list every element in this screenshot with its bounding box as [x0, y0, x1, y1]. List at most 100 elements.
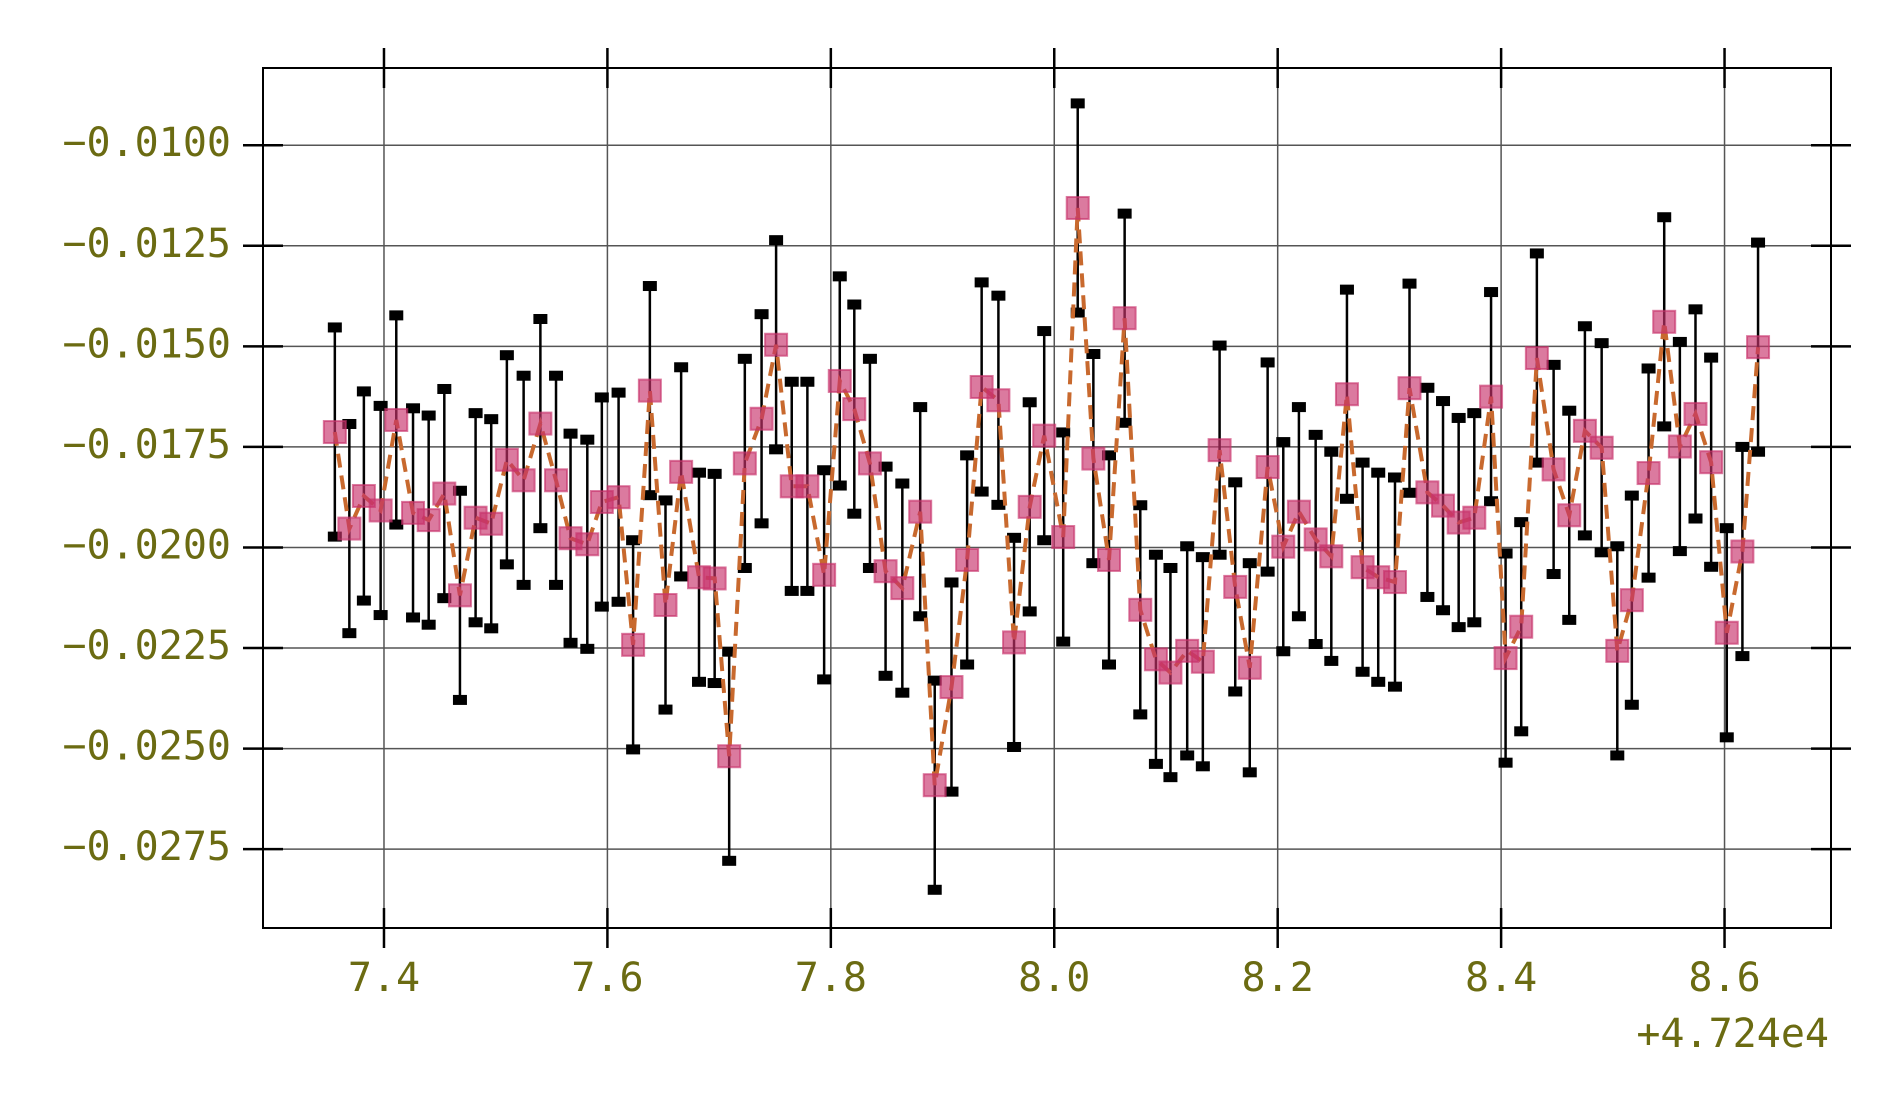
error-cap	[594, 392, 609, 403]
error-cap	[1387, 472, 1402, 483]
error-cap	[974, 486, 989, 497]
error-cap	[1037, 326, 1052, 337]
error-cap	[1529, 457, 1544, 468]
data-point	[637, 378, 662, 403]
data-point	[908, 499, 933, 524]
data-point	[922, 773, 947, 798]
error-cap	[960, 450, 975, 461]
error-cap	[342, 628, 357, 639]
error-cap	[674, 571, 689, 582]
data-point	[1051, 525, 1076, 550]
error-cap	[533, 523, 548, 534]
error-cap	[1133, 709, 1148, 720]
error-cap	[1228, 477, 1243, 488]
error-cap	[1117, 417, 1132, 428]
error-cap	[1735, 651, 1750, 662]
error-cap	[862, 562, 877, 573]
error-cap	[1086, 348, 1101, 359]
data-point	[1683, 401, 1708, 426]
error-cap	[1562, 614, 1577, 625]
error-cap	[356, 595, 371, 606]
error-cap	[927, 884, 942, 895]
error-cap	[327, 531, 342, 542]
data-point	[653, 592, 678, 617]
error-cap	[1719, 523, 1734, 534]
error-cap	[1022, 606, 1037, 617]
error-cap	[1056, 427, 1071, 438]
y-tick-label: −0.0250	[62, 724, 231, 770]
error-cap	[1657, 212, 1672, 223]
error-cap	[1260, 357, 1275, 368]
error-cap	[1451, 622, 1466, 633]
error-cap	[674, 362, 689, 373]
data-point	[1223, 574, 1248, 599]
error-cap	[832, 480, 847, 491]
error-cap	[1212, 549, 1227, 560]
error-cap	[406, 403, 421, 414]
error-cap	[1751, 237, 1766, 248]
error-cap	[1484, 287, 1499, 298]
error-cap	[722, 855, 737, 866]
data-point	[1619, 588, 1644, 613]
error-cap	[1529, 248, 1544, 259]
error-cap	[1260, 566, 1275, 577]
error-cap	[373, 400, 388, 411]
error-cap	[1163, 562, 1178, 573]
error-cap	[1212, 340, 1227, 351]
error-cap	[611, 387, 626, 398]
error-cap	[1056, 636, 1071, 647]
error-cap	[1577, 530, 1592, 541]
data-point	[1319, 544, 1344, 569]
error-cap	[991, 290, 1006, 301]
data-point	[669, 459, 694, 484]
error-cap	[373, 610, 388, 621]
error-cap	[862, 353, 877, 364]
error-cap	[737, 562, 752, 573]
error-cap	[1624, 490, 1639, 501]
error-cap	[1451, 412, 1466, 423]
error-cap	[1641, 363, 1656, 374]
x-tick-label: 8.6	[1688, 955, 1760, 1001]
data-point	[416, 508, 441, 533]
error-cap	[421, 619, 436, 630]
error-cap	[437, 593, 452, 604]
error-cap	[658, 495, 673, 506]
data-point	[1509, 614, 1534, 639]
data-point	[764, 332, 789, 357]
error-cap	[769, 235, 784, 246]
error-cap	[1402, 278, 1417, 289]
error-cap	[1195, 761, 1210, 772]
x-tick-label: 7.6	[571, 955, 643, 1001]
error-cap	[1498, 548, 1513, 559]
error-cap	[1467, 617, 1482, 628]
y-tick-label: −0.0175	[62, 422, 231, 468]
error-cap	[1228, 686, 1243, 697]
data-point	[432, 481, 457, 506]
error-cap	[692, 676, 707, 687]
error-cap	[549, 370, 564, 381]
data-point	[575, 532, 600, 557]
y-tick-label: −0.0100	[62, 120, 231, 166]
data-point	[1112, 306, 1137, 331]
x-tick-label: 8.0	[1018, 955, 1090, 1001]
error-cap	[944, 786, 959, 797]
error-cap	[847, 299, 862, 310]
error-cap	[484, 623, 499, 634]
error-cap	[549, 579, 564, 590]
error-cap	[1577, 321, 1592, 332]
data-point	[1397, 376, 1422, 401]
error-cap	[468, 617, 483, 628]
data-line	[332, 207, 1761, 786]
error-cap	[1102, 450, 1117, 461]
data-point	[1065, 195, 1090, 220]
data-point	[511, 468, 536, 493]
error-cap	[642, 490, 657, 501]
error-cap	[356, 386, 371, 397]
error-cap	[895, 687, 910, 698]
error-cap	[1324, 655, 1339, 666]
data-point	[857, 451, 882, 476]
data-point	[702, 566, 727, 591]
error-cap	[626, 744, 641, 755]
error-cap	[1704, 561, 1719, 572]
